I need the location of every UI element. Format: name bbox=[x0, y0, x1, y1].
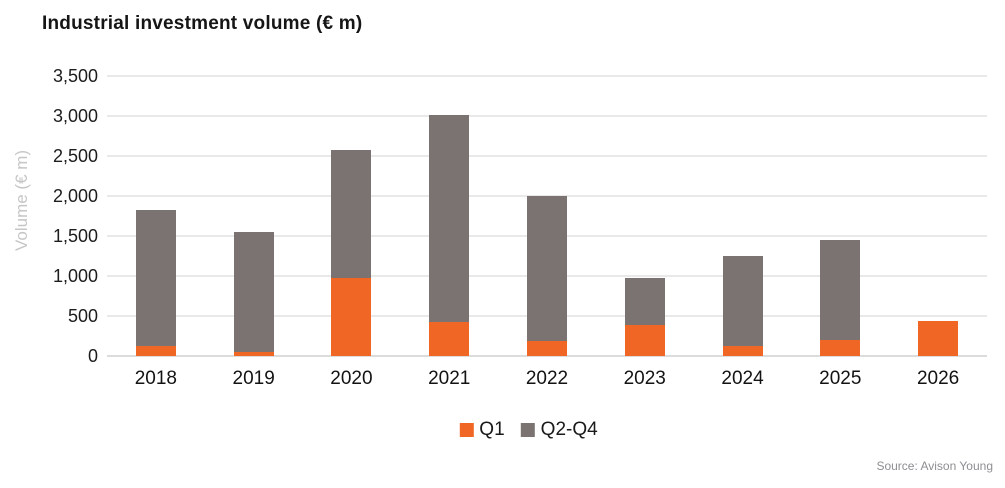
bar-segment-q1-2024 bbox=[722, 345, 763, 356]
y-tick-label: 3,500 bbox=[52, 65, 98, 86]
bar-segment-q1-2021 bbox=[429, 322, 470, 356]
y-tick-label: 500 bbox=[67, 305, 98, 326]
gridline-3000 bbox=[107, 115, 987, 117]
bar-segment-q1-2020 bbox=[331, 277, 372, 356]
y-tick-label: 2,500 bbox=[52, 145, 98, 166]
x-tick-label-2018: 2018 bbox=[134, 368, 178, 389]
bar-segment-q1-2023 bbox=[624, 324, 665, 356]
x-tick-label-2025: 2025 bbox=[819, 368, 862, 389]
bar-segment-q2-q4-2018 bbox=[135, 209, 176, 346]
bar-segment-q1-2025 bbox=[820, 340, 861, 356]
x-tick-label-2021: 2021 bbox=[428, 368, 471, 389]
x-tick-label-2023: 2023 bbox=[623, 368, 666, 389]
gridline-0 bbox=[107, 355, 987, 357]
legend-item-q2-q4: Q2-Q4 bbox=[520, 419, 598, 441]
x-tick-label-2026: 2026 bbox=[916, 368, 960, 389]
x-tick-label-2020: 2020 bbox=[330, 368, 373, 389]
source-note: Source: Avison Young bbox=[876, 459, 993, 473]
bar-segment-q2-q4-2024 bbox=[722, 256, 763, 346]
y-tick-label: 3,000 bbox=[52, 105, 98, 126]
gridline-2000 bbox=[107, 195, 987, 197]
gridline-3500 bbox=[107, 75, 987, 77]
legend-label: Q1 bbox=[479, 419, 505, 440]
y-tick-label: 1,500 bbox=[52, 225, 98, 246]
bar-segment-q2-q4-2023 bbox=[624, 277, 665, 325]
bar-segment-q1-2026 bbox=[918, 320, 959, 356]
legend-item-q1: Q1 bbox=[459, 419, 505, 441]
plot-area bbox=[107, 75, 987, 357]
bar-segment-q1-2018 bbox=[135, 345, 176, 356]
chart-title: Industrial investment volume (€ m) bbox=[42, 13, 363, 34]
bar-segment-q2-q4-2022 bbox=[527, 196, 567, 341]
bar-segment-q2-q4-2021 bbox=[429, 115, 470, 323]
legend-swatch-q2-q4 bbox=[520, 423, 535, 437]
bar-segment-q2-q4-2025 bbox=[820, 240, 861, 340]
x-tick-label-2022: 2022 bbox=[525, 368, 569, 389]
legend-swatch-q1 bbox=[459, 423, 474, 437]
gridline-2500 bbox=[107, 155, 987, 157]
y-tick-label: 2,000 bbox=[52, 185, 98, 206]
y-tick-label: 0 bbox=[87, 345, 98, 366]
bar-segment-q1-2019 bbox=[233, 352, 274, 356]
legend-label: Q2-Q4 bbox=[540, 419, 598, 440]
x-tick-label-2024: 2024 bbox=[721, 368, 764, 389]
bar-segment-q2-q4-2019 bbox=[233, 232, 274, 352]
bar-segment-q1-2022 bbox=[527, 340, 567, 356]
bar-segment-q2-q4-2020 bbox=[331, 149, 372, 278]
y-tick-label: 1,000 bbox=[52, 265, 98, 286]
legend: Q1 Q2-Q4 bbox=[459, 419, 598, 441]
x-tick-label-2019: 2019 bbox=[232, 368, 275, 389]
